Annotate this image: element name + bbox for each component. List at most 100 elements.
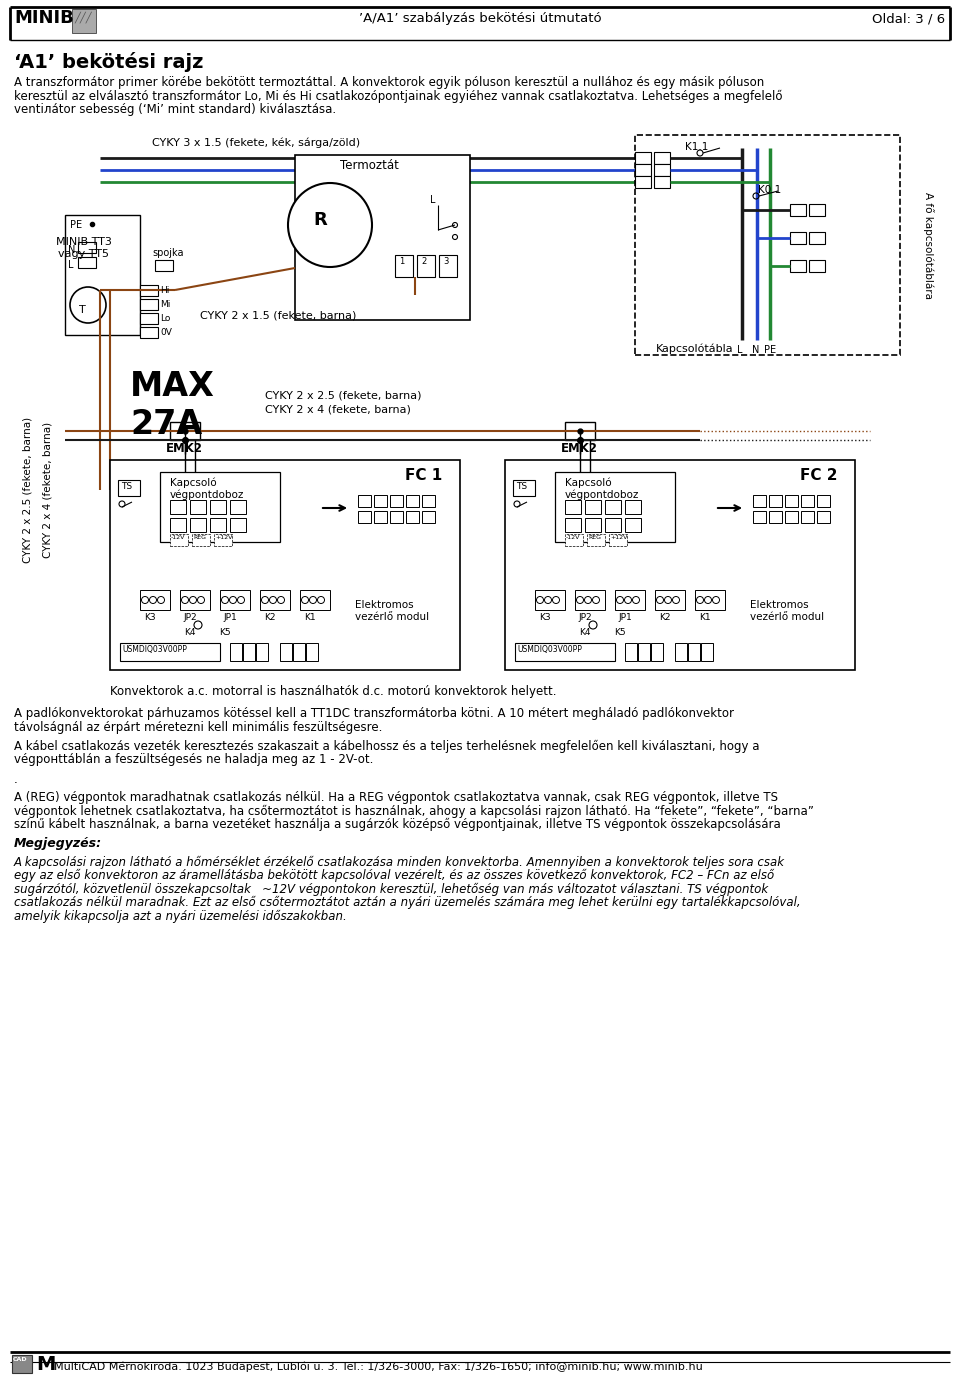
Bar — [609, 534, 627, 547]
Bar — [72, 10, 96, 33]
Text: Kapcsolótábla: Kapcsolótábla — [657, 343, 733, 353]
Text: 27A: 27A — [130, 408, 203, 441]
Text: ‘A1’ bekötési rajz: ‘A1’ bekötési rajz — [14, 53, 204, 72]
Bar — [374, 511, 387, 523]
Circle shape — [181, 597, 188, 603]
Bar — [585, 518, 601, 531]
Bar — [300, 590, 330, 610]
Bar — [654, 152, 670, 163]
Bar — [790, 203, 806, 216]
Bar — [155, 260, 173, 271]
Bar — [78, 257, 96, 268]
Text: +12V: +12V — [215, 536, 232, 540]
Text: CYKY 2 x 2.5 (fekete, barna): CYKY 2 x 2.5 (fekete, barna) — [23, 417, 33, 563]
Text: Termoztát: Termoztát — [340, 159, 398, 172]
Text: 1: 1 — [399, 257, 404, 266]
Text: MultiCAD Mérnökiroda. 1023 Budapest, Lublói u. 3. Tel.: 1/326-3000, Fax: 1/326-1: MultiCAD Mérnökiroda. 1023 Budapest, Lub… — [54, 1362, 703, 1373]
Text: EMK2: EMK2 — [166, 441, 203, 455]
Bar — [651, 644, 663, 662]
Bar — [575, 590, 605, 610]
Text: Kapcsoló
végpontdoboz: Kapcsoló végpontdoboz — [565, 477, 639, 500]
Bar — [635, 152, 651, 163]
Circle shape — [150, 597, 156, 603]
Bar — [801, 511, 814, 523]
Text: színű kábelt használnak, a barna vezetéket használja a sugárzók középső végpontj: színű kábelt használnak, a barna vezeték… — [14, 818, 780, 832]
Circle shape — [553, 597, 560, 603]
Text: egy az első konvektoron az áramellátásba bekötött kapcsolóval vezérelt, és az ös: egy az első konvektoron az áramellátásba… — [14, 869, 775, 882]
Bar — [306, 644, 318, 662]
Bar — [565, 422, 595, 440]
Bar — [654, 176, 670, 188]
Bar — [809, 233, 825, 244]
Bar — [675, 644, 687, 662]
Text: MINIB: MINIB — [14, 10, 74, 28]
Text: Konvektorok a.c. motorral is használhatók d.c. motorú konvektorok helyett.: Konvektorok a.c. motorral is használható… — [110, 685, 557, 698]
Bar — [809, 260, 825, 273]
Bar — [293, 644, 305, 662]
Text: Hi: Hi — [160, 286, 169, 295]
Text: Mi: Mi — [160, 300, 170, 309]
Text: K4: K4 — [579, 628, 590, 637]
Bar — [625, 518, 641, 531]
Circle shape — [625, 597, 632, 603]
Text: sugárzótól, közvetlenül összekapcsoltak   ~12V végpontokon keresztül, lehetőség : sugárzótól, közvetlenül összekapcsoltak … — [14, 883, 768, 895]
Circle shape — [229, 597, 236, 603]
Circle shape — [288, 183, 372, 267]
Circle shape — [141, 597, 149, 603]
Circle shape — [633, 597, 639, 603]
Bar — [170, 534, 188, 547]
Text: 0V: 0V — [160, 328, 172, 336]
Text: K5: K5 — [614, 628, 626, 637]
Text: JP1: JP1 — [223, 613, 237, 621]
Bar — [635, 136, 900, 356]
Text: JP2: JP2 — [183, 613, 197, 621]
Text: 3: 3 — [443, 257, 448, 266]
Text: N: N — [68, 245, 76, 255]
Text: FC 1: FC 1 — [405, 468, 443, 483]
Text: A padlókonvektorokat párhuzamos kötéssel kell a TT1DC transzformátorba kötni. A : A padlókonvektorokat párhuzamos kötéssel… — [14, 707, 734, 720]
Bar — [635, 176, 651, 188]
Text: K3: K3 — [144, 613, 156, 621]
Text: Elektromos
vezérlő modul: Elektromos vezérlő modul — [355, 601, 429, 621]
Bar — [769, 495, 782, 507]
Circle shape — [237, 597, 245, 603]
Bar — [230, 500, 246, 513]
Text: K5: K5 — [219, 628, 230, 637]
Text: L: L — [737, 345, 742, 356]
Bar — [170, 500, 186, 513]
Circle shape — [673, 597, 680, 603]
Text: K2: K2 — [264, 613, 276, 621]
Text: K1: K1 — [304, 613, 316, 621]
Bar — [809, 203, 825, 216]
Circle shape — [616, 597, 623, 603]
Text: ╱╱╱: ╱╱╱ — [74, 11, 91, 22]
Bar — [230, 518, 246, 531]
Text: N: N — [752, 345, 759, 356]
Text: A transzformátor primer körébe bekötött termoztáttal. A konvektorok egyik póluso: A transzformátor primer körébe bekötött … — [14, 76, 764, 89]
Text: keresztül az elválasztó transzformátor Lo, Mi és Hi csatlakozópontjainak egyiéhe: keresztül az elválasztó transzformátor L… — [14, 90, 782, 102]
Bar — [587, 534, 605, 547]
Circle shape — [309, 597, 317, 603]
Bar — [790, 233, 806, 244]
Circle shape — [577, 597, 584, 603]
Bar — [358, 511, 371, 523]
Bar — [585, 500, 601, 513]
Bar — [790, 260, 806, 273]
Bar — [395, 255, 413, 277]
Text: Lo: Lo — [160, 314, 170, 322]
Bar — [118, 480, 140, 495]
Circle shape — [277, 597, 284, 603]
Circle shape — [301, 597, 308, 603]
Bar — [220, 590, 250, 610]
Bar — [65, 215, 140, 335]
Text: CYKY 2 x 2.5 (fekete, barna): CYKY 2 x 2.5 (fekete, barna) — [265, 390, 421, 400]
Bar — [515, 644, 615, 662]
Bar — [170, 422, 200, 440]
Text: -12V: -12V — [566, 536, 581, 540]
Bar — [605, 518, 621, 531]
Bar — [422, 495, 435, 507]
Bar — [605, 500, 621, 513]
Text: .: . — [14, 774, 17, 786]
Bar — [140, 299, 158, 310]
Text: CYKY 2 x 4 (fekete, barna): CYKY 2 x 4 (fekete, barna) — [265, 404, 411, 414]
